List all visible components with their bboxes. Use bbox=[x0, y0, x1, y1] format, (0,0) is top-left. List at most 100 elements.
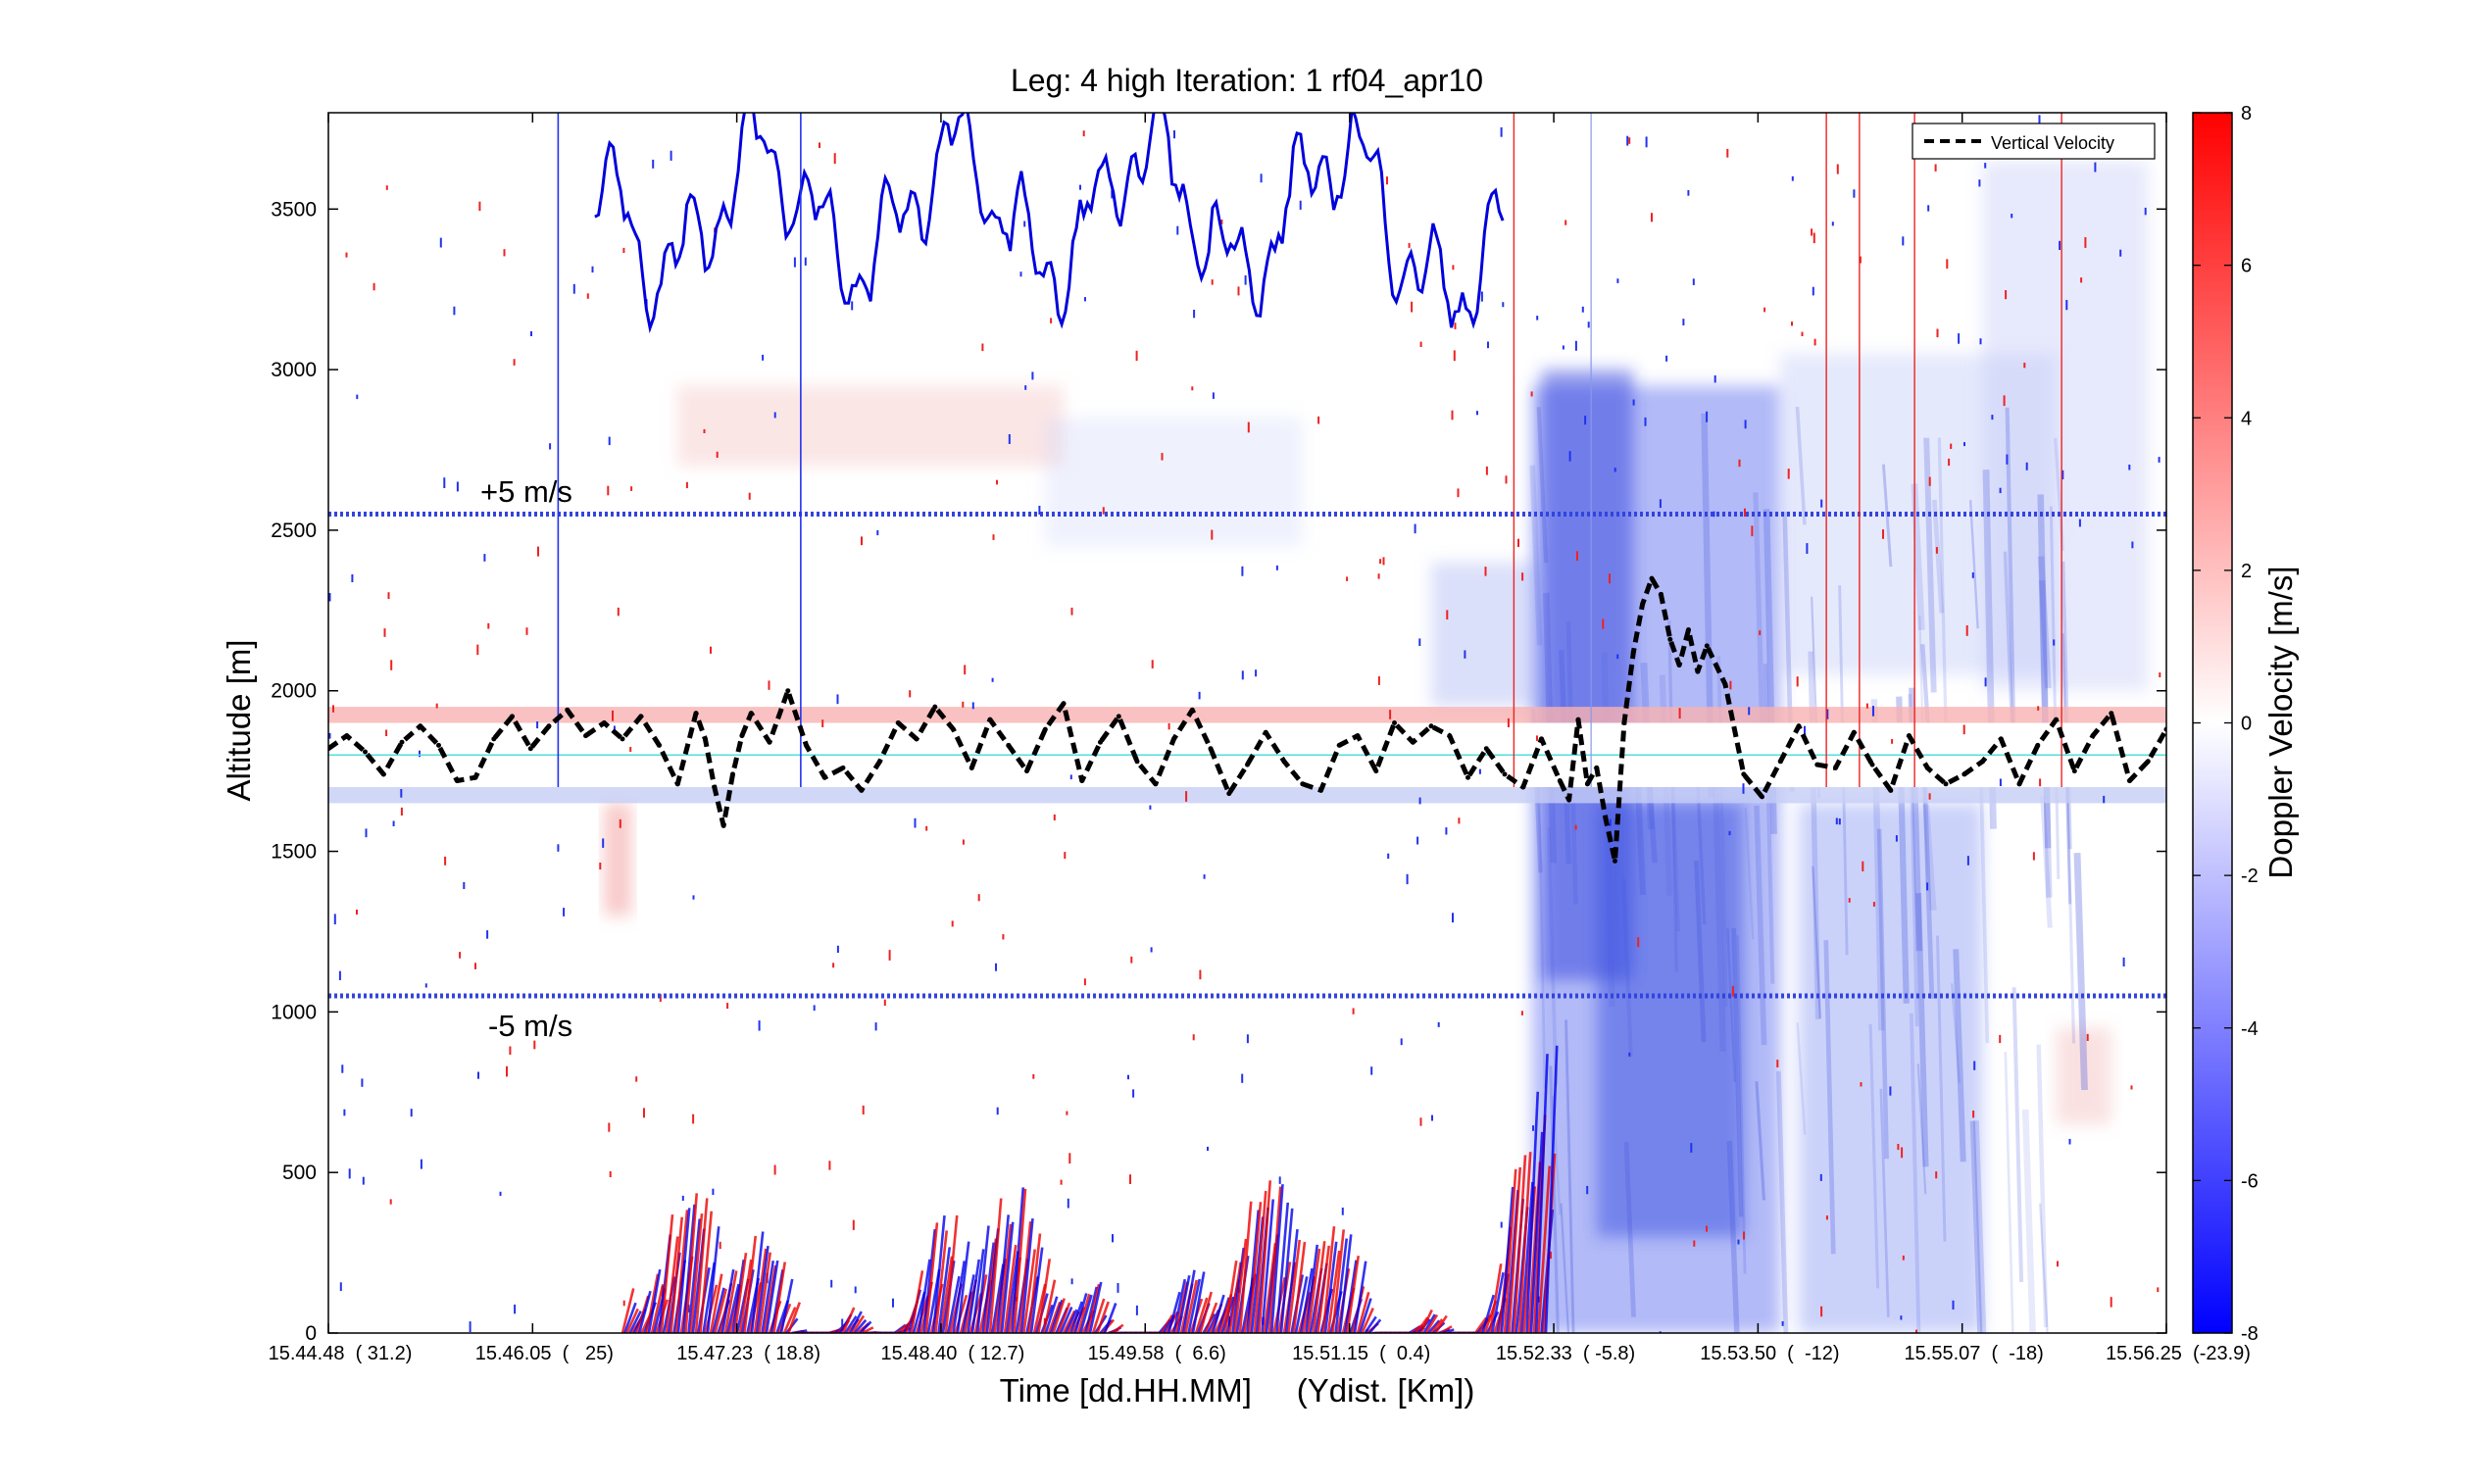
clutter-stroke bbox=[944, 1214, 959, 1333]
clutter-stroke bbox=[1248, 1202, 1263, 1333]
noise-speckle bbox=[1626, 135, 1629, 146]
noise-speckle bbox=[444, 856, 447, 866]
noise-speckle bbox=[1129, 1174, 1131, 1184]
noise-speckle bbox=[1693, 1240, 1696, 1247]
noise-speckle bbox=[424, 983, 427, 988]
clutter-stroke bbox=[1269, 1184, 1284, 1333]
noise-speckle bbox=[1299, 200, 1302, 210]
clutter-stroke bbox=[1424, 1313, 1439, 1333]
noise-speckle bbox=[1690, 1143, 1693, 1153]
vertical-velocity-point bbox=[1777, 759, 1783, 765]
clutter-stroke bbox=[1519, 1181, 1534, 1333]
noise-speckle bbox=[1517, 538, 1519, 547]
clutter-stroke bbox=[761, 1260, 775, 1333]
noise-speckle bbox=[2006, 454, 2009, 465]
clutter-stroke bbox=[758, 1252, 772, 1333]
noise-speckle bbox=[1819, 1173, 1822, 1181]
y-tick-label: 2500 bbox=[271, 519, 317, 542]
vertical-velocity-point bbox=[1189, 707, 1195, 713]
x-tick-label: 15.49.58 ( 6.6) bbox=[1088, 1343, 1226, 1364]
noise-speckle bbox=[1962, 724, 1965, 735]
clutter-stroke bbox=[1500, 1186, 1515, 1333]
clutter-stroke bbox=[1019, 1217, 1034, 1333]
noise-speckle bbox=[2003, 395, 2006, 407]
noise-speckle bbox=[836, 945, 839, 953]
noise-speckle bbox=[629, 747, 632, 752]
vertical-velocity-point bbox=[1483, 746, 1489, 752]
noise-speckle bbox=[2157, 1287, 2160, 1293]
noise-speckle bbox=[716, 451, 719, 458]
vertical-velocity-point bbox=[1042, 726, 1048, 732]
noise-speckle bbox=[1966, 856, 1969, 866]
noise-speckle bbox=[1130, 956, 1133, 964]
velocity-streak bbox=[1564, 1019, 1575, 1333]
velocity-streak bbox=[2039, 1203, 2049, 1333]
noise-speckle bbox=[1111, 189, 1114, 199]
clutter-stroke bbox=[687, 1218, 702, 1333]
noise-speckle bbox=[1191, 386, 1194, 391]
noise-speckle bbox=[607, 485, 610, 496]
noise-speckle bbox=[1377, 676, 1380, 685]
x-tick-label: 15.56.25 (-23.9) bbox=[2106, 1343, 2251, 1364]
x-tick-label: 15.53.50 ( -12) bbox=[1700, 1343, 1839, 1364]
noise-speckle bbox=[1480, 291, 1483, 302]
noise-speckle bbox=[971, 702, 974, 710]
clutter-stroke bbox=[676, 1208, 691, 1333]
noise-speckle bbox=[1665, 355, 1668, 362]
noise-speckle bbox=[1458, 817, 1461, 824]
noise-speckle bbox=[2032, 852, 2035, 861]
clutter-stroke bbox=[694, 1198, 709, 1333]
noise-speckle bbox=[1713, 375, 1716, 383]
x-axis-label: Time [dd.HH.MM] (Ydist. [Km]) bbox=[1000, 1372, 1475, 1409]
clutter-stroke bbox=[706, 1226, 720, 1333]
noise-speckle bbox=[392, 820, 395, 826]
colorbar-tick-label: 4 bbox=[2241, 408, 2252, 429]
noise-speckle bbox=[1743, 1231, 1745, 1240]
clutter-stroke bbox=[859, 1320, 872, 1333]
noise-speckle bbox=[1505, 475, 1508, 484]
noise-speckle bbox=[1451, 410, 1454, 420]
noise-speckle bbox=[557, 844, 560, 852]
noise-speckle bbox=[909, 690, 912, 698]
noise-speckle bbox=[1132, 1089, 1135, 1098]
clutter-stroke bbox=[1076, 1293, 1091, 1333]
vertical-velocity-point bbox=[804, 742, 809, 748]
clutter-stroke bbox=[1253, 1190, 1267, 1333]
clutter-stroke bbox=[665, 1236, 679, 1333]
vertical-velocity-point bbox=[1134, 759, 1140, 765]
noise-speckle bbox=[1706, 411, 1709, 422]
y-tick-label: 1000 bbox=[271, 1001, 317, 1023]
velocity-streak bbox=[1909, 1013, 1921, 1333]
clutter-stroke bbox=[1307, 1248, 1321, 1333]
vertical-velocity-point bbox=[2016, 781, 2022, 787]
vertical-velocity-point bbox=[1722, 681, 1728, 687]
noise-speckle bbox=[474, 963, 476, 969]
velocity-streak bbox=[1754, 805, 1767, 1046]
noise-speckle bbox=[1628, 1052, 1631, 1057]
vertical-velocity-point bbox=[1557, 778, 1563, 783]
noise-speckle bbox=[506, 1065, 508, 1077]
clutter-stroke bbox=[725, 1283, 740, 1333]
colorbar-ticks: 8 6 4 2 0 -2 -4 -6 -8 bbox=[2193, 103, 2259, 1345]
vertical-velocity-point bbox=[1061, 701, 1067, 707]
vertical-velocity-point bbox=[1833, 765, 1838, 770]
noise-speckle bbox=[828, 1161, 831, 1170]
velocity-streak bbox=[1736, 935, 1747, 1274]
velocity-streak bbox=[1953, 949, 1966, 1162]
noise-speckle bbox=[619, 818, 621, 828]
clutter-stroke bbox=[924, 1222, 939, 1333]
noise-speckle bbox=[2011, 214, 2013, 219]
noise-speckle bbox=[1984, 677, 1987, 687]
clutter-stroke bbox=[967, 1259, 981, 1333]
colorbar-tick-label: 0 bbox=[2241, 714, 2252, 735]
clutter-stroke bbox=[1334, 1238, 1349, 1333]
noise-speckle bbox=[1241, 1073, 1244, 1083]
noise-speckle bbox=[1568, 451, 1571, 462]
vertical-velocity-point bbox=[674, 781, 680, 787]
noise-speckle bbox=[456, 481, 459, 492]
noise-speckle bbox=[1632, 399, 1635, 406]
noise-speckle bbox=[962, 701, 965, 708]
y-tick-label: 500 bbox=[282, 1162, 317, 1184]
noise-speckle bbox=[609, 1170, 612, 1177]
